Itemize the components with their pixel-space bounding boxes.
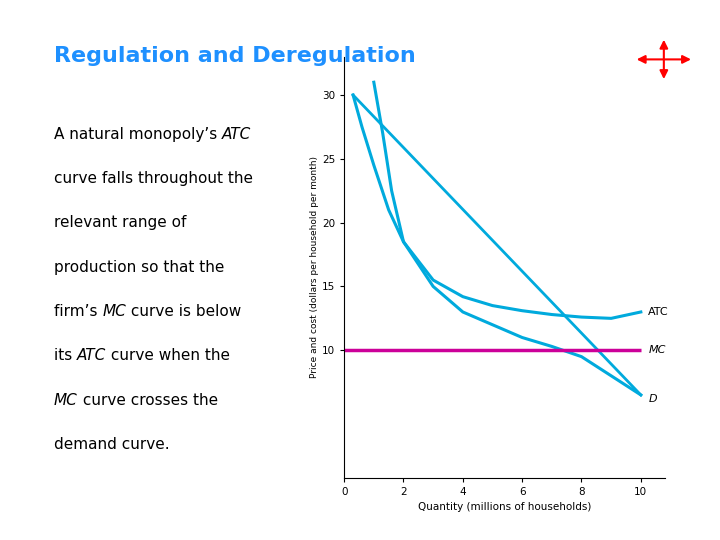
- Text: relevant range of: relevant range of: [54, 215, 186, 231]
- Text: Regulation and Deregulation: Regulation and Deregulation: [54, 46, 415, 66]
- Text: ATC: ATC: [222, 127, 251, 142]
- Text: curve when the: curve when the: [107, 348, 230, 363]
- Text: its: its: [54, 348, 77, 363]
- X-axis label: Quantity (millions of households): Quantity (millions of households): [418, 503, 591, 512]
- Text: ATC: ATC: [648, 307, 669, 317]
- Text: MC: MC: [102, 304, 126, 319]
- Y-axis label: Price and cost (dollars per household per month): Price and cost (dollars per household pe…: [310, 156, 319, 379]
- Text: A natural monopoly’s: A natural monopoly’s: [54, 127, 222, 142]
- Text: MC: MC: [648, 345, 665, 355]
- Text: firm’s: firm’s: [54, 304, 102, 319]
- Text: demand curve.: demand curve.: [54, 437, 170, 452]
- Text: MC: MC: [54, 393, 78, 408]
- Text: curve crosses the: curve crosses the: [78, 393, 218, 408]
- Text: D: D: [648, 394, 657, 404]
- Text: ATC: ATC: [77, 348, 107, 363]
- Text: curve is below: curve is below: [126, 304, 241, 319]
- Text: curve falls throughout the: curve falls throughout the: [54, 171, 253, 186]
- Text: production so that the: production so that the: [54, 260, 225, 275]
